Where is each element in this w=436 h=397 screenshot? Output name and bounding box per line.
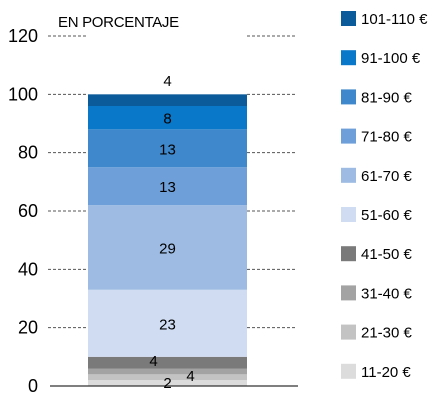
legend-swatch (341, 324, 356, 340)
legend-item: 41-50 € (341, 246, 413, 263)
legend-label: 61-70 € (361, 168, 413, 185)
segment-value-label: 13 (159, 179, 176, 196)
legend-item: 31-40 € (341, 285, 413, 302)
legend-swatch (341, 285, 356, 301)
legend-label: 21-30 € (361, 325, 413, 342)
segment-value-label: 4 (186, 368, 194, 385)
segment-value-label: 8 (163, 111, 171, 128)
y-tick-label: 60 (18, 201, 38, 221)
bar-segment-101-110 (88, 94, 247, 106)
legend-swatch (341, 128, 356, 144)
segment-value-label: 4 (163, 73, 171, 90)
legend-item: 21-30 € (341, 324, 413, 342)
bar-segment-51-60 (88, 289, 247, 357)
y-tick-label: 0 (28, 376, 38, 396)
legend-label: 51-60 € (361, 207, 413, 224)
segment-value-label: 23 (159, 316, 176, 333)
legend-item: 51-60 € (341, 207, 413, 224)
legend-label: 101-110 € (361, 11, 428, 28)
legend-label: 31-40 € (361, 285, 413, 302)
grid-lines (48, 35, 296, 329)
unit-label: EN PORCENTAJE (58, 14, 179, 31)
bar-segment-71-80 (88, 167, 247, 206)
legend-item: 61-70 € (341, 167, 413, 185)
bar-segment-41-50 (88, 356, 247, 369)
legend-item: 101-110 € (341, 11, 428, 28)
segment-value-label: 2 (163, 375, 171, 392)
legend-swatch (341, 167, 356, 183)
legend-item: 81-90 € (341, 89, 413, 106)
legend-item: 91-100 € (341, 50, 421, 67)
legend-label: 81-90 € (361, 89, 413, 106)
legend-swatch (341, 207, 356, 222)
y-tick-label: 40 (18, 259, 38, 279)
bar-segment-31-40 (88, 368, 247, 375)
y-tick-label: 20 (18, 318, 38, 338)
bar-segment-61-70 (88, 205, 247, 290)
legend-item: 11-20 € (341, 363, 411, 381)
bar-segment-81-90 (88, 129, 247, 168)
legend-label: 71-80 € (361, 129, 413, 146)
y-tick-label: 120 (8, 26, 38, 46)
legend-swatch (341, 50, 356, 66)
y-axis-ticks: 0 20 40 60 80 100 120 (8, 26, 38, 396)
bar-segments (88, 94, 247, 386)
y-tick-label: 100 (8, 84, 38, 104)
legend: 101-110 € 91-100 € 81-90 € 71-80 € 61-70 € 51… (341, 11, 428, 381)
legend-swatch (341, 11, 356, 26)
bar-segment-11-20 (88, 380, 247, 386)
y-tick-label: 80 (18, 143, 38, 163)
bar-segment-21-30 (88, 374, 247, 381)
legend-label: 41-50 € (361, 246, 413, 263)
segment-value-label: 4 (149, 353, 157, 370)
legend-swatch (341, 363, 356, 379)
legend-swatch (341, 246, 356, 262)
segment-value-label: 29 (159, 240, 176, 257)
legend-swatch (341, 89, 356, 105)
legend-label: 91-100 € (361, 50, 421, 67)
legend-item: 71-80 € (341, 128, 413, 146)
legend-label: 11-20 € (361, 364, 411, 381)
bar-segment-91-100 (88, 106, 247, 130)
segment-value-label: 13 (159, 141, 176, 158)
